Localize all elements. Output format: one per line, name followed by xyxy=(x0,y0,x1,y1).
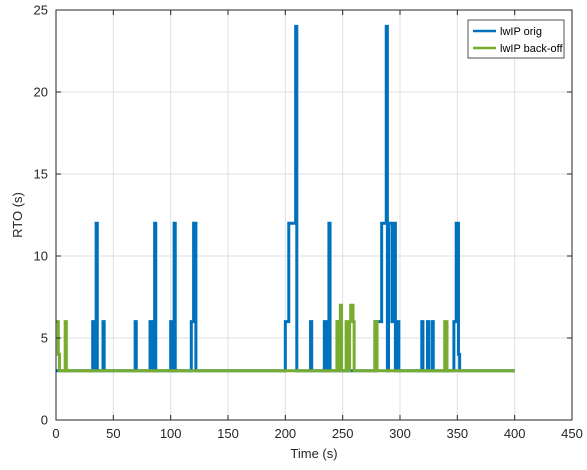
x-tick-label: 200 xyxy=(274,426,296,441)
x-tick-label: 300 xyxy=(389,426,411,441)
plot-frame xyxy=(55,9,573,421)
x-axis-title: Time (s) xyxy=(290,446,337,461)
y-tick-label: 0 xyxy=(41,413,48,428)
x-tick-label: 450 xyxy=(561,426,583,441)
y-tick-label: 5 xyxy=(41,331,48,346)
y-tick-label: 15 xyxy=(34,167,48,182)
series-layer xyxy=(56,24,515,373)
y-axis-title: RTO (s) xyxy=(10,192,25,238)
legend-label-lwip-orig: lwIP orig xyxy=(500,26,542,38)
x-tick-label: 350 xyxy=(446,426,468,441)
x-tick-label: 150 xyxy=(217,426,239,441)
y-axis: 0 5 10 15 20 25 xyxy=(34,3,572,428)
legend-box xyxy=(467,19,565,59)
x-tick-label: 250 xyxy=(332,426,354,441)
x-tick-label: 0 xyxy=(52,426,59,441)
y-tick-label: 25 xyxy=(34,3,48,18)
plot-area xyxy=(56,10,572,420)
x-tick-label: 100 xyxy=(160,426,182,441)
y-tick-label: 20 xyxy=(34,85,48,100)
x-tick-label: 50 xyxy=(106,426,120,441)
x-axis: 0 50 100 150 200 250 300 350 400 450 xyxy=(52,10,583,441)
series-line-lwip-back-off xyxy=(56,303,515,373)
x-tick-label: 400 xyxy=(504,426,526,441)
legend-label-lwip-back-off: lwIP back-off xyxy=(500,43,564,55)
legend: lwIP orig lwIP back-off xyxy=(467,19,565,59)
y-tick-label: 10 xyxy=(34,249,48,264)
